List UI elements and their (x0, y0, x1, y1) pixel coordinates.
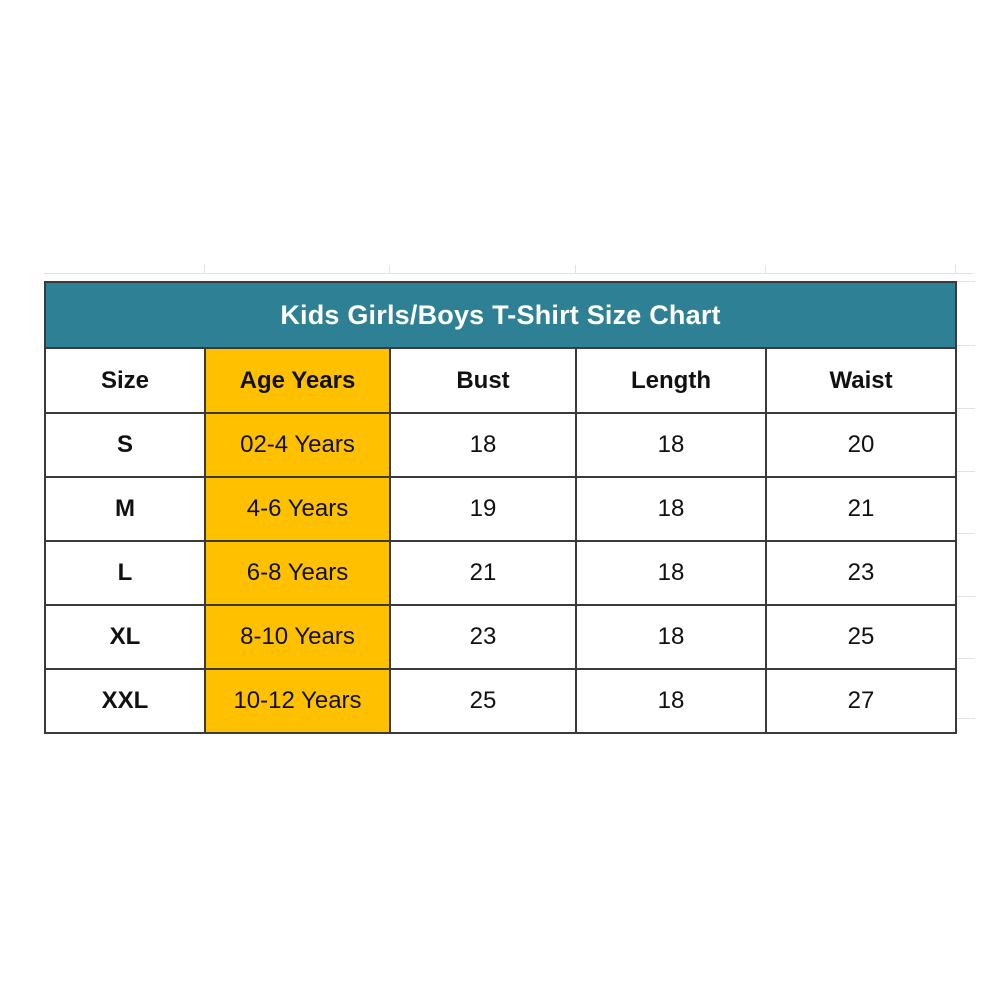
gridline-right-6 (955, 596, 975, 597)
gridline-right-4 (955, 471, 975, 472)
gridline-tick-above-3 (575, 265, 576, 274)
gridline-right-1 (955, 281, 975, 282)
column-header-age: Age Years (204, 347, 391, 414)
cell-length: 18 (575, 412, 767, 478)
cell-bust: 18 (389, 412, 577, 478)
cell-waist: 20 (764, 412, 958, 478)
gridline-tick-above-1 (204, 265, 205, 274)
table-row: L 6-8 Years 21 18 23 (44, 540, 958, 606)
gridline-right-7 (955, 658, 975, 659)
column-header-size: Size (44, 347, 206, 414)
cell-waist: 23 (764, 540, 958, 606)
gridline-right-3 (955, 408, 975, 409)
cell-bust: 23 (389, 604, 577, 670)
chart-title: Kids Girls/Boys T-Shirt Size Chart (43, 281, 958, 349)
cell-bust: 25 (389, 668, 577, 734)
table-row: M 4-6 Years 19 18 21 (44, 476, 958, 542)
cell-age: 6-8 Years (204, 540, 391, 606)
table-row: XL 8-10 Years 23 18 25 (44, 604, 958, 670)
size-chart-table: Kids Girls/Boys T-Shirt Size Chart Size … (43, 281, 958, 734)
cell-bust: 19 (389, 476, 577, 542)
cell-waist: 21 (764, 476, 958, 542)
gridline-above (44, 273, 974, 274)
column-header-bust: Bust (389, 347, 577, 414)
column-header-length: Length (575, 347, 767, 414)
cell-size: L (44, 540, 206, 606)
cell-size: M (44, 476, 206, 542)
gridline-right-2 (955, 345, 975, 346)
gridline-tick-above-2 (389, 265, 390, 274)
cell-length: 18 (575, 604, 767, 670)
cell-size: S (44, 412, 206, 478)
table-row: S 02-4 Years 18 18 20 (44, 412, 958, 478)
cell-age: 02-4 Years (204, 412, 391, 478)
table-title-row: Kids Girls/Boys T-Shirt Size Chart (43, 281, 958, 349)
gridline-tick-above-4 (765, 265, 766, 274)
cell-waist: 27 (764, 668, 958, 734)
column-header-waist: Waist (764, 347, 958, 414)
cell-bust: 21 (389, 540, 577, 606)
table-row: XXL 10-12 Years 25 18 27 (44, 668, 958, 734)
cell-length: 18 (575, 476, 767, 542)
table-header-row: Size Age Years Bust Length Waist (44, 347, 958, 414)
cell-length: 18 (575, 668, 767, 734)
cell-length: 18 (575, 540, 767, 606)
cell-waist: 25 (764, 604, 958, 670)
cell-size: XL (44, 604, 206, 670)
cell-size: XXL (44, 668, 206, 734)
cell-age: 4-6 Years (204, 476, 391, 542)
cell-age: 8-10 Years (204, 604, 391, 670)
cell-age: 10-12 Years (204, 668, 391, 734)
gridline-right-8 (955, 718, 975, 719)
gridline-right-5 (955, 533, 975, 534)
gridline-tick-above-5 (955, 265, 956, 274)
